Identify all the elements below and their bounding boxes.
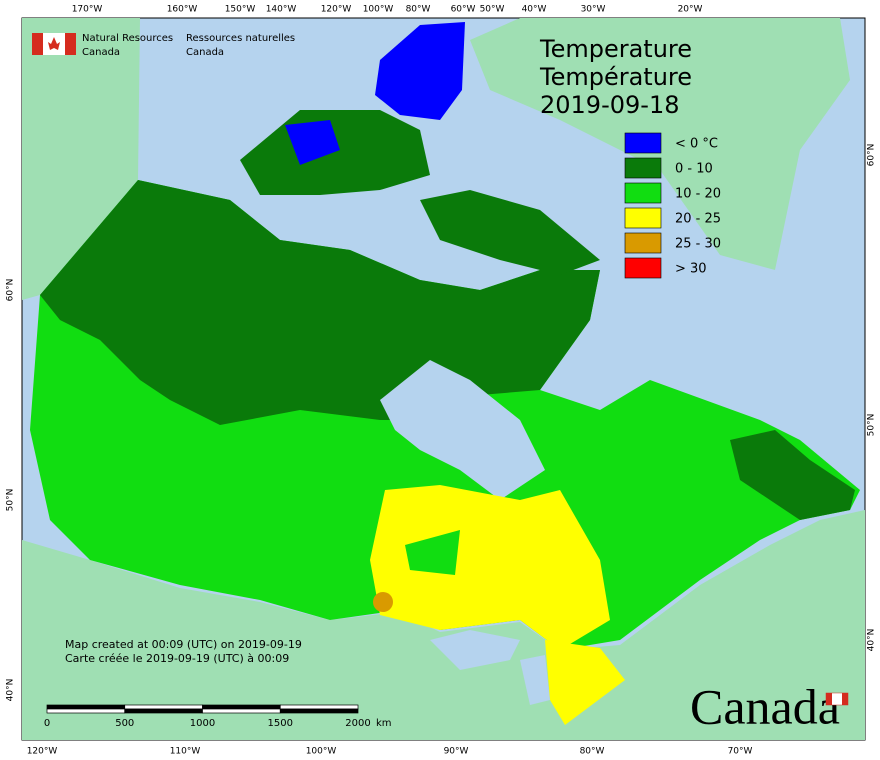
map-title: 2019-09-18 — [540, 91, 679, 119]
scale-segment — [202, 704, 281, 710]
legend-label: > 30 — [675, 262, 707, 277]
graticule-label: 140°W — [266, 5, 297, 15]
legend-swatch — [624, 182, 662, 204]
graticule-label: 60°W — [451, 5, 476, 15]
maple-leaf — [48, 37, 60, 50]
overlay: Natural Resources Canada Ressources nature… — [6, 5, 877, 757]
warm-zone — [370, 485, 610, 650]
map-title: Température — [539, 63, 692, 91]
graticule-label: 120°W — [321, 5, 352, 15]
graticule-label: 60°N — [867, 144, 877, 167]
legend-label: 25 - 30 — [675, 237, 721, 252]
flag-bar — [826, 693, 832, 705]
alaska — [22, 18, 140, 300]
scale-segment — [124, 708, 203, 714]
graticule-label: 50°W — [480, 5, 505, 15]
graticule-label: 90°W — [444, 747, 469, 757]
graticule-label: 150°W — [225, 5, 256, 15]
scale-segment — [124, 704, 203, 710]
hudson-bay — [380, 360, 545, 500]
scale-label: 2000 — [345, 718, 370, 729]
legend-label: 20 - 25 — [675, 212, 721, 227]
legend-label: 10 - 20 — [675, 187, 721, 202]
graticule-label: 50°N — [867, 414, 877, 437]
graticule-label: 110°W — [170, 747, 201, 757]
graticule-label: 50°N — [6, 489, 16, 512]
southern-ontario — [545, 640, 625, 725]
wordmark: Canada — [690, 678, 840, 734]
basemap — [22, 18, 865, 740]
legend-swatch — [624, 232, 662, 254]
graticule-label: 160°W — [167, 5, 198, 15]
green-patch — [405, 530, 460, 575]
graticule-label: 170°W — [72, 5, 103, 15]
graticule-label: 20°W — [678, 5, 703, 15]
legend-label: 0 - 10 — [675, 162, 713, 177]
baffin — [420, 190, 600, 275]
scale-segment — [202, 708, 281, 714]
hot-spot — [373, 592, 393, 612]
flag-bar — [842, 693, 848, 705]
graticule-label: 80°W — [580, 747, 605, 757]
agency-name-fr: Canada — [186, 47, 224, 58]
agency-name-en: Natural Resources — [82, 33, 173, 44]
legend-label: < 0 °C — [675, 137, 718, 152]
graticule-label: 40°N — [867, 629, 877, 652]
graticule-label: 80°W — [406, 5, 431, 15]
legend-swatch — [624, 157, 662, 179]
graticule-label: 30°W — [581, 5, 606, 15]
credit-line: Map created at 00:09 (UTC) on 2019-09-19 — [65, 638, 302, 651]
graticule-label: 40°N — [6, 679, 16, 702]
flag-bar — [65, 33, 76, 55]
north-zone — [40, 180, 600, 425]
scale-label: 0 — [44, 718, 50, 729]
credit-line: Carte créée le 2019-09-19 (UTC) à 00:09 — [65, 652, 289, 665]
legend-swatch — [624, 257, 662, 279]
graticule-label: 40°W — [522, 5, 547, 15]
map-title: Temperature — [539, 35, 692, 63]
legend-swatch — [624, 132, 662, 154]
scale-label: 1500 — [268, 718, 293, 729]
scale-segment — [46, 708, 126, 714]
lake-superior — [430, 630, 520, 670]
scale-label: 500 — [115, 718, 134, 729]
flag-bar — [32, 33, 43, 55]
scale-label: 1000 — [190, 718, 215, 729]
scale-segment — [279, 708, 359, 714]
united-states — [22, 510, 865, 740]
scale-unit: km — [376, 718, 392, 729]
graticule-label: 60°N — [6, 279, 16, 302]
labrador — [730, 430, 855, 520]
legend-swatch — [624, 207, 662, 229]
scale-segment — [279, 704, 359, 710]
graticule-label: 100°W — [306, 747, 337, 757]
agency-name-fr: Ressources naturelles — [186, 33, 295, 44]
graticule-label: 120°W — [27, 747, 58, 757]
graticule-label: 100°W — [363, 5, 394, 15]
ellesmere — [375, 22, 465, 120]
scale-segment — [46, 704, 126, 710]
lake-michigan — [520, 655, 550, 705]
graticule-label: 70°W — [728, 747, 753, 757]
cold-patch — [285, 120, 340, 165]
agency-name-en: Canada — [82, 47, 120, 58]
